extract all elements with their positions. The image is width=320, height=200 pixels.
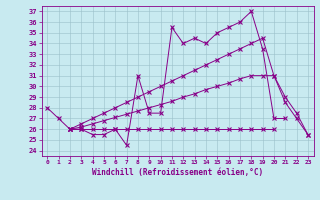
X-axis label: Windchill (Refroidissement éolien,°C): Windchill (Refroidissement éolien,°C) — [92, 168, 263, 177]
